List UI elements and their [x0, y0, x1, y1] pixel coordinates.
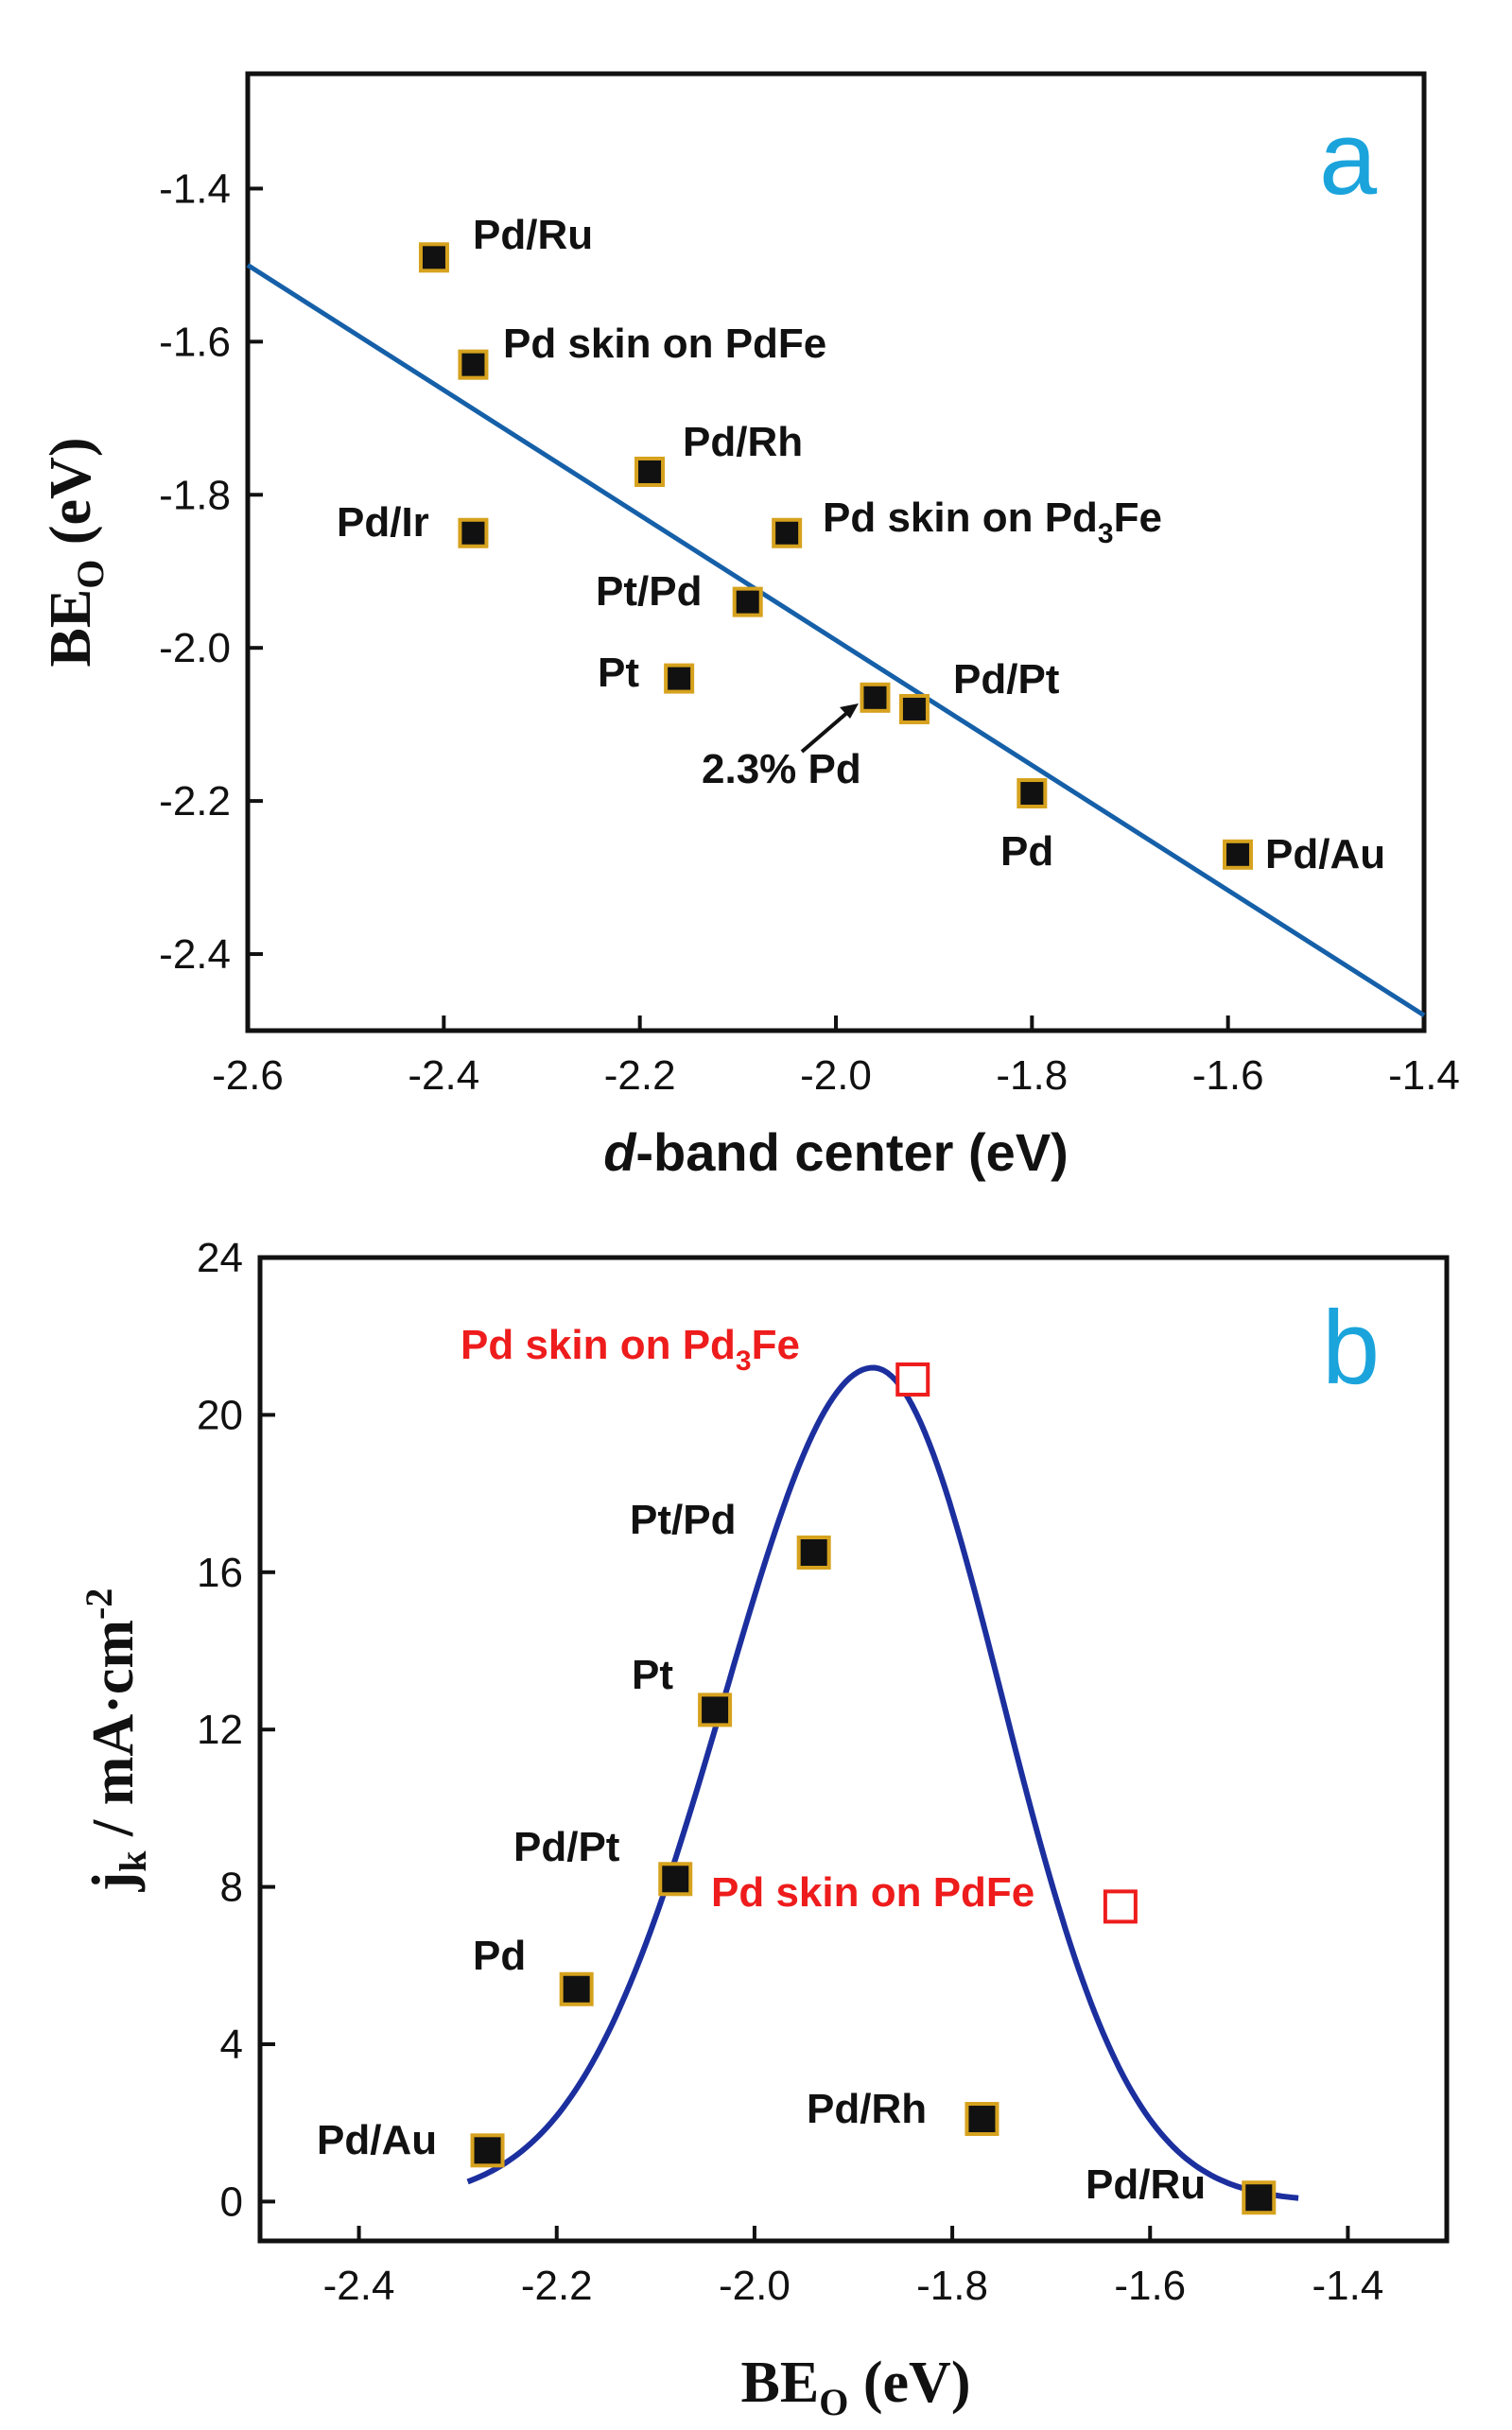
chart-b-ticks: -2.4 -2.2 -2.0 -1.8 -1.6 -1.4 0 4 8 12 16 20 24: [197, 1235, 1383, 2309]
chart-a-fit-layer: [246, 263, 1426, 1017]
chart-a-label-pt-pd: Pt/Pd: [596, 568, 702, 615]
chart-b-y-tick-label: 20: [197, 1392, 243, 1438]
chart-b-plot-frame: [257, 1255, 1450, 2244]
chart-a-x-axis-title: d-band center (eV): [603, 1122, 1069, 1182]
chart-a-arrow-2-3-pd: [800, 709, 851, 754]
chart-a-x-tick-label: -1.8: [996, 1052, 1068, 1099]
chart-b-x-tick-label: -1.4: [1312, 2263, 1384, 2309]
chart-a-x-tick-label: -1.6: [1192, 1052, 1264, 1099]
chart-b-point-pd: [559, 1971, 594, 2006]
chart-b-label-pd-au: Pd/Au: [317, 2117, 437, 2163]
chart-a-arrowhead-2-3-pd: [840, 703, 859, 719]
chart-b-label-pd: Pd: [473, 1933, 526, 1979]
chart-a-label-pt: Pt: [598, 650, 639, 696]
chart-a-plot-frame: [245, 71, 1427, 1033]
chart-a-point-pd-skin-on-pd3fe: [772, 517, 803, 548]
chart-b-x-axis-title: BEO (eV): [741, 2351, 971, 2423]
chart-b-volcano-curve: [466, 1364, 1299, 2201]
chart-b-point-pd-pt: [658, 1862, 693, 1897]
chart-b-y-tick-label: 16: [197, 1550, 243, 1596]
chart-a-label-pd-skin-pd3fe: Pd skin on Pd3Fe: [823, 495, 1162, 549]
chart-b-label-pd-rh: Pd/Rh: [807, 2086, 927, 2132]
chart-a-y-tick-label: -2.0: [159, 625, 231, 671]
chart-b-point-pd-ru: [1242, 2180, 1277, 2215]
chart-a-point-2-3-pd: [860, 682, 891, 713]
chart-a-fit-line: [246, 263, 1426, 1017]
chart-a-point-pt-pd: [732, 586, 763, 617]
chart-b-point-pt: [698, 1692, 733, 1727]
chart-b-point-pd-rh: [965, 2102, 999, 2137]
chart-b-label-pd-skin-pdfe: Pd skin on PdFe: [711, 1869, 1034, 1916]
chart-a-x-tick-label: -2.0: [800, 1052, 872, 1099]
chart-b-x-tick-label: -2.2: [521, 2263, 593, 2309]
chart-a-label-2-3-pd: 2.3% Pd: [702, 746, 861, 792]
chart-a-y-tick-label: -1.6: [159, 319, 231, 365]
chart-a-x-tick-label: -2.2: [604, 1052, 676, 1099]
chart-b-x-tick-label: -2.4: [323, 2263, 395, 2309]
chart-b-label-pt-pd: Pt/Pd: [630, 1497, 736, 1543]
chart-a-point-pd-rh: [634, 456, 666, 487]
chart-a-point-pd-au: [1223, 839, 1254, 870]
chart-a-points-layer: [418, 242, 1254, 870]
chart-a-ticks: -2.6 -2.4 -2.2 -2.0 -1.8 -1.6 -1.4 -1.4 -1.6 -1.8…: [159, 165, 1460, 1099]
chart-a-label-pd-ir: Pd/Ir: [337, 499, 429, 546]
chart-a-label-pd-rh: Pd/Rh: [683, 419, 803, 465]
chart-a-label-pd-skin-pdfe: Pd skin on PdFe: [503, 321, 826, 367]
chart-a-label-pd-pt: Pd/Pt: [953, 656, 1060, 703]
chart-b-label-pd-ru: Pd/Ru: [1086, 2161, 1206, 2208]
chart-b-x-tick-label: -2.0: [719, 2263, 791, 2309]
chart-b-label-pd-skin-pd3fe: Pd skin on Pd3Fe: [461, 1322, 800, 1377]
chart-b-y-tick-label: 8: [220, 1865, 243, 1911]
chart-a-point-pd: [1017, 778, 1048, 809]
chart-a-label-pd: Pd: [1000, 828, 1053, 875]
chart-a-panel-label: a: [1319, 100, 1378, 217]
chart-a-label-pd-ru: Pd/Ru: [473, 212, 593, 258]
chart-b-point-pt-pd: [796, 1536, 831, 1570]
chart-a-point-pd-ru: [418, 242, 449, 273]
chart-a-y-tick-label: -1.8: [159, 472, 231, 518]
chart-a-x-tick-label: -2.6: [212, 1052, 284, 1099]
chart-a-point-pt: [664, 663, 695, 694]
chart-b-x-tick-label: -1.6: [1114, 2263, 1186, 2309]
chart-b-curve-layer: [466, 1364, 1299, 2201]
chart-b-y-axis-title: jk / mA·cm-2: [78, 1588, 154, 1893]
chart-a-x-tick-label: -2.4: [408, 1052, 479, 1099]
chart-b-y-tick-label: 0: [220, 2178, 243, 2225]
chart-a-label-pd-au: Pd/Au: [1265, 831, 1385, 877]
chart-b-panel-label: b: [1322, 1290, 1380, 1406]
chart-a-x-tick-label: -1.4: [1388, 1052, 1460, 1099]
chart-b-highlight-point-pd-skin-on-pdfe: [1103, 1889, 1138, 1924]
chart-b-label-pd-pt: Pd/Pt: [513, 1824, 620, 1870]
chart-a-point-pd-ir: [458, 517, 489, 548]
chart-b-label-pt: Pt: [632, 1652, 673, 1698]
chart-b-highlight-point-pd-skin-on-pd3fe: [895, 1362, 930, 1397]
chart-b: -2.4 -2.2 -2.0 -1.8 -1.6 -1.4 0 4 8 12 16 20 24 b Pd…: [78, 1235, 1450, 2423]
chart-b-y-tick-label: 12: [197, 1707, 243, 1753]
chart-a-y-tick-label: -2.4: [159, 931, 231, 978]
chart-a-point-pd-pt: [898, 693, 930, 724]
chart-b-x-tick-label: -1.8: [916, 2263, 988, 2309]
chart-b-points-layer: [470, 1362, 1277, 2215]
chart-a-y-tick-label: -2.2: [159, 778, 231, 824]
chart-a-point-pd-skin-on-pdfe: [458, 349, 489, 380]
chart-b-y-tick-label: 4: [220, 2022, 243, 2068]
chart-b-point-pd-au: [470, 2133, 505, 2168]
chart-a: -2.6 -2.4 -2.2 -2.0 -1.8 -1.6 -1.4 -1.4 -1.6 -1.8…: [39, 71, 1460, 1182]
chart-a-y-tick-label: -1.4: [159, 165, 231, 212]
chart-b-y-tick-label: 24: [197, 1235, 243, 1281]
chart-a-y-axis-title: BEO (eV): [39, 438, 112, 668]
